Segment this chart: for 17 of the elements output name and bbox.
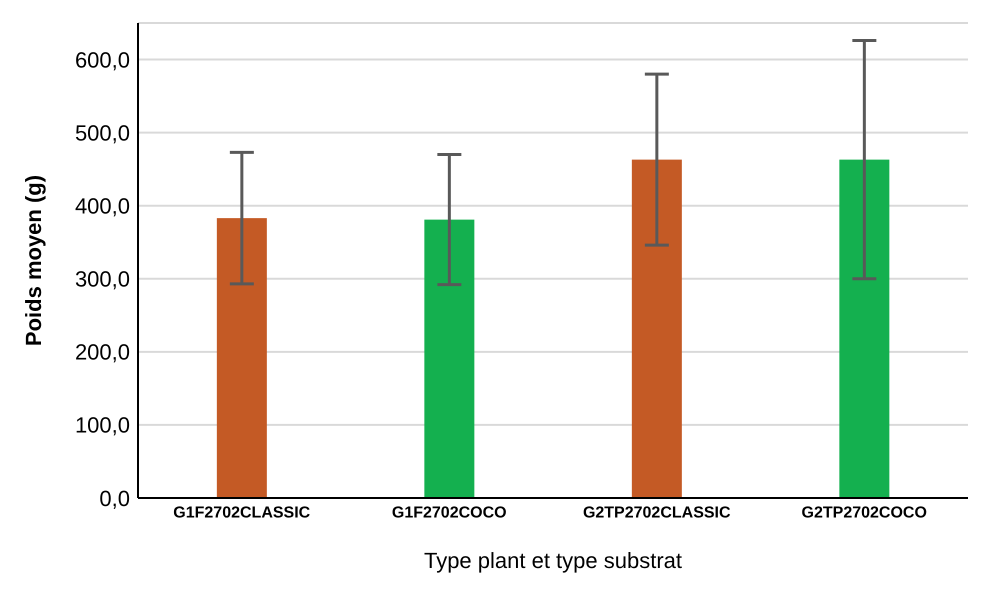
x-tick-label: G1F2702COCO [392,504,507,522]
x-axis-title: Type plant et type substrat [424,548,682,573]
y-axis-title: Poids moyen (g) [20,174,46,346]
bar [839,160,890,498]
y-tick-label: 200,0 [74,340,130,365]
x-tick-label: G2TP2702COCO [802,504,927,522]
y-tick-label: 400,0 [74,194,130,218]
y-tick-label: 300,0 [74,266,130,292]
y-tick-label: 100,0 [74,412,130,438]
y-tick-label: 500,0 [74,120,130,146]
x-tick-label: G2TP2702CLASSIC [582,504,731,522]
bar [216,218,267,498]
bar [632,160,682,498]
x-tick-label: G1F2702CLASSIC [173,504,311,522]
y-tick-label: 0,0 [99,486,130,511]
bar [424,220,474,498]
y-tick-label: 600,0 [74,47,130,72]
